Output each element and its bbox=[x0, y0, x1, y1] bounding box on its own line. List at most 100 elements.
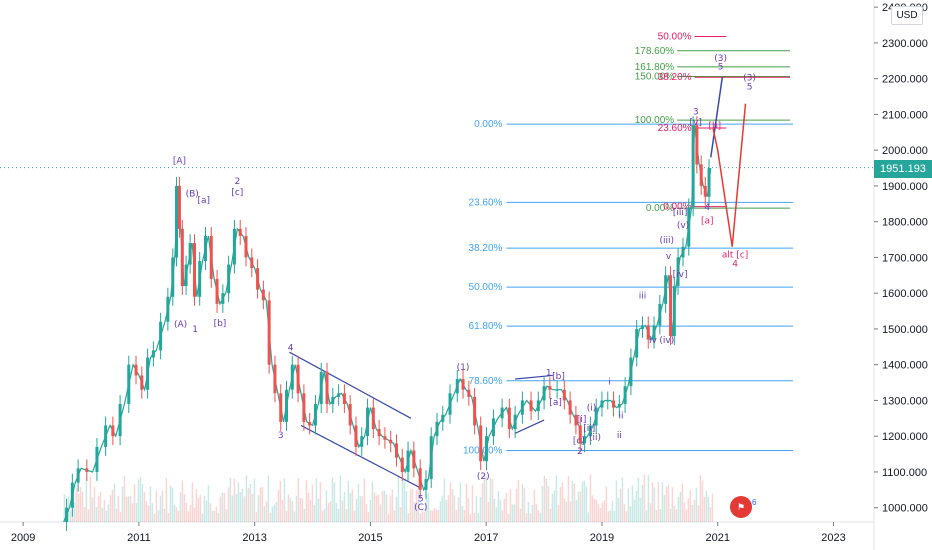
volume-bar bbox=[167, 513, 170, 522]
candle-body bbox=[360, 436, 364, 447]
currency-badge[interactable]: USD bbox=[891, 6, 923, 25]
volume-bar bbox=[591, 495, 594, 522]
volume-bar bbox=[87, 509, 90, 522]
volume-bar bbox=[587, 512, 590, 522]
fib-ext-label: 178.60% bbox=[635, 46, 675, 57]
volume-bar bbox=[617, 497, 620, 522]
volume-bar bbox=[365, 504, 368, 522]
candle-body bbox=[279, 393, 283, 422]
price-series bbox=[63, 116, 712, 531]
candle-body bbox=[175, 185, 179, 258]
volume-bar bbox=[177, 510, 180, 522]
volume-bar bbox=[69, 510, 72, 522]
volume-bar bbox=[335, 502, 338, 522]
candle-body bbox=[400, 457, 404, 472]
volume-bar bbox=[631, 485, 634, 522]
channel-lower bbox=[300, 424, 422, 489]
volume-bar bbox=[531, 504, 534, 522]
volume-bar bbox=[277, 490, 280, 522]
volume-bar bbox=[467, 498, 470, 522]
candle-body bbox=[435, 421, 439, 437]
candle-body bbox=[574, 414, 578, 426]
volume-bar bbox=[549, 508, 552, 522]
wave-label: 1 bbox=[192, 325, 198, 335]
volume-bar bbox=[535, 503, 538, 522]
volume-bar bbox=[601, 502, 604, 522]
volume-bar bbox=[623, 504, 626, 522]
volume-bar bbox=[273, 504, 276, 522]
volume-bar bbox=[239, 492, 242, 522]
candle-body bbox=[555, 389, 559, 391]
volume-bar bbox=[271, 506, 274, 522]
volume-bar bbox=[481, 483, 484, 522]
volume-bar bbox=[313, 504, 316, 522]
volume-bar bbox=[519, 508, 522, 522]
volume-bar bbox=[139, 476, 142, 522]
candle-body bbox=[429, 436, 433, 480]
candle-body bbox=[646, 325, 650, 340]
fib-level-label: 100.00% bbox=[463, 445, 503, 456]
volume-bar bbox=[565, 501, 568, 522]
fib-ext-label: 38.20% bbox=[658, 72, 692, 83]
current-price-tag: 1951.193 bbox=[874, 160, 932, 178]
volume-bar bbox=[543, 476, 546, 522]
volume-bar bbox=[187, 511, 190, 522]
candle-body bbox=[127, 364, 131, 405]
volume-bar bbox=[257, 495, 260, 522]
volume-bar bbox=[639, 498, 642, 522]
volume-bar bbox=[709, 507, 712, 522]
volume-bar bbox=[389, 495, 392, 522]
volume-bar bbox=[419, 513, 422, 522]
volume-bar bbox=[583, 480, 586, 522]
volume-bar bbox=[337, 508, 340, 522]
volume-bar bbox=[151, 503, 154, 522]
volume-bar bbox=[131, 503, 134, 522]
y-tick-label: 2200.000 bbox=[882, 74, 928, 86]
volume-bar bbox=[91, 497, 94, 522]
volume-bar bbox=[547, 485, 550, 522]
volume-bar bbox=[697, 505, 700, 522]
volume-bar bbox=[311, 484, 314, 522]
volume-bar bbox=[651, 482, 654, 522]
projection-blue bbox=[710, 76, 724, 158]
candle-body bbox=[389, 439, 393, 444]
volume-bar bbox=[305, 479, 308, 522]
volume-bar bbox=[233, 478, 236, 522]
volume-bar bbox=[599, 508, 602, 522]
candle-body bbox=[159, 321, 163, 351]
event-badge[interactable]: ⚑ bbox=[730, 496, 752, 518]
candle-body bbox=[513, 414, 517, 430]
wave-label: v bbox=[666, 252, 672, 262]
y-tick-label: 1300.000 bbox=[882, 395, 928, 407]
volume-bar bbox=[493, 498, 496, 522]
wave-label: alt [c] bbox=[722, 250, 748, 260]
fib-level-label: 78.60% bbox=[469, 376, 503, 387]
volume-bar bbox=[379, 504, 382, 522]
volume-bar bbox=[533, 489, 536, 522]
candle-body bbox=[308, 421, 312, 426]
wave-label: i bbox=[608, 377, 611, 387]
volume-bar bbox=[683, 502, 686, 522]
volume-bar bbox=[323, 508, 326, 522]
volume-bar bbox=[363, 478, 366, 522]
wedge-upper bbox=[515, 374, 553, 380]
volume-bar bbox=[377, 494, 380, 522]
candle-body bbox=[500, 407, 504, 419]
volume-bar bbox=[205, 500, 208, 522]
volume-bar bbox=[371, 481, 374, 522]
candle-body bbox=[232, 228, 236, 265]
fib-level-label: 38.20% bbox=[469, 243, 503, 254]
candle-body bbox=[111, 425, 115, 437]
volume-bar bbox=[129, 495, 132, 522]
volume-bar bbox=[109, 495, 112, 522]
y-tick-label: 1400.000 bbox=[882, 360, 928, 372]
volume-bar bbox=[355, 498, 358, 522]
price-axis-bg bbox=[874, 0, 932, 550]
currency-label: USD bbox=[896, 10, 918, 21]
volume-bar bbox=[641, 484, 644, 522]
fib-levels: 0.00%23.60%38.20%50.00%61.80%78.60%100.0… bbox=[0, 31, 874, 456]
volume-bar bbox=[207, 485, 210, 522]
volume-bar bbox=[499, 500, 502, 522]
volume-bar bbox=[711, 493, 714, 522]
